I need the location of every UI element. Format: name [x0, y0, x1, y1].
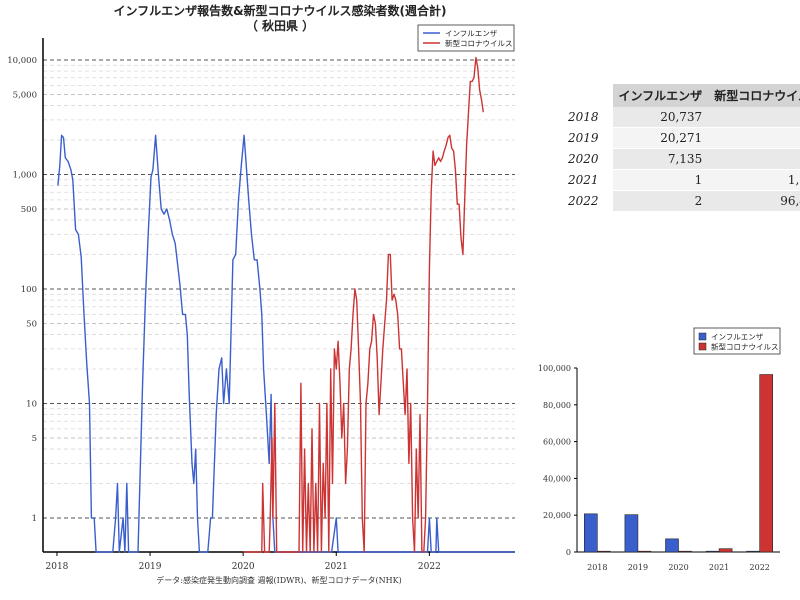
table-cell-influenza: 1 [612, 169, 709, 191]
y-tick-label: 10,000 [7, 56, 37, 66]
table-cell-influenza: 7,135 [612, 148, 709, 170]
x-tick-label: 2019 [139, 562, 162, 572]
table-row: 2019 20,271 0 [562, 127, 800, 149]
bar-covid [596, 550, 611, 553]
x-tick-label: 2018 [46, 562, 69, 572]
bar-legend-swatch [698, 342, 707, 351]
line-legend-label: 新型コロナウイルス [445, 38, 513, 48]
table-cell-covid: 1,788 [708, 169, 800, 191]
bar-influenza [746, 550, 761, 553]
bar-legend-swatch [698, 332, 707, 341]
bar-x-tick-label: 2018 [587, 563, 607, 572]
table-cell-year: 2021 [562, 169, 613, 191]
x-tick-label: 2022 [418, 562, 441, 572]
table-header-influenza: インフルエンザ [612, 84, 709, 107]
table-cell-year: 2018 [562, 107, 613, 128]
y-tick-label: 5,000 [13, 90, 37, 100]
bar-covid [678, 550, 692, 553]
bar-y-tick-label: 20,000 [543, 511, 571, 520]
covid-line [243, 56, 484, 553]
bar-influenza [583, 513, 598, 553]
y-tick-label: 100 [21, 285, 37, 295]
table-row: 2018 20,737 0 [562, 107, 800, 128]
table-row: 2022 2 96,457 [562, 190, 800, 212]
table-cell-influenza: 20,271 [612, 127, 709, 149]
summary-table: インフルエンザ 新型コロナウイルス 2018 20,737 0 2019 20,… [562, 84, 800, 212]
bar-legend-label: インフルエンザ [711, 333, 764, 342]
table-cell-covid: 96,457 [708, 190, 800, 212]
bar-y-tick-label: 80,000 [543, 401, 571, 410]
bar-influenza [665, 538, 679, 553]
table-header-year [562, 84, 613, 107]
bar-legend-box [693, 327, 781, 355]
table-row: 2020 7,135 146 [562, 148, 800, 170]
source-note: データ:感染症発生動向調査 週報(IDWR)、新型コロナデータ(NHK) [156, 575, 402, 585]
table-cell-year: 2020 [562, 148, 613, 170]
bar-covid [637, 550, 652, 553]
y-tick-label: 500 [21, 205, 37, 215]
bar-legend-label: 新型コロナウイルス [711, 342, 779, 352]
table-row: 2021 1 1,788 [562, 169, 800, 191]
bar-x-tick-label: 2022 [750, 563, 770, 572]
table-header-covid: 新型コロナウイルス [708, 84, 800, 107]
table-header-row: インフルエンザ 新型コロナウイルス [562, 84, 800, 107]
bar-y-tick-label: 0 [566, 548, 571, 557]
bar-x-tick-label: 2020 [668, 563, 688, 572]
bar-x-tick-label: 2021 [709, 563, 729, 572]
x-tick-label: 2021 [325, 562, 348, 572]
chart-title-line-1: インフルエンザ報告数&新型コロナウイルス感染者数(週合計) [113, 4, 447, 18]
y-tick-label: 1,000 [13, 171, 37, 181]
line-legend-label: インフルエンザ [445, 29, 498, 38]
table-cell-influenza: 20,737 [612, 107, 709, 128]
y-tick-label: 5 [32, 434, 37, 444]
table-cell-influenza: 2 [612, 190, 709, 212]
x-tick-label: 2020 [232, 562, 255, 572]
table-cell-covid: 146 [708, 148, 800, 170]
y-tick-label: 10 [26, 400, 37, 410]
bar-covid [718, 548, 733, 553]
bar-x-tick-label: 2019 [628, 563, 648, 572]
chart-title: インフルエンザ報告数&新型コロナウイルス感染者数(週合計) （ 秋田県 ） [0, 4, 560, 34]
bar-influenza [705, 550, 720, 553]
bar-influenza [624, 514, 639, 553]
influenza-line [57, 134, 515, 553]
bar-y-tick-label: 40,000 [543, 474, 571, 483]
table-cell-year: 2019 [562, 127, 613, 149]
table-cell-year: 2022 [562, 190, 613, 212]
bar-y-tick-label: 100,000 [538, 364, 571, 373]
table-cell-covid: 0 [708, 107, 800, 128]
bar-covid [759, 374, 774, 553]
line-legend-box [417, 24, 515, 52]
y-tick-label: 1 [32, 514, 37, 524]
table-cell-covid: 0 [708, 127, 800, 149]
bar-y-tick-label: 60,000 [543, 438, 571, 447]
chart-title-line-2: （ 秋田県 ） [245, 19, 315, 33]
y-tick-label: 50 [26, 319, 37, 329]
